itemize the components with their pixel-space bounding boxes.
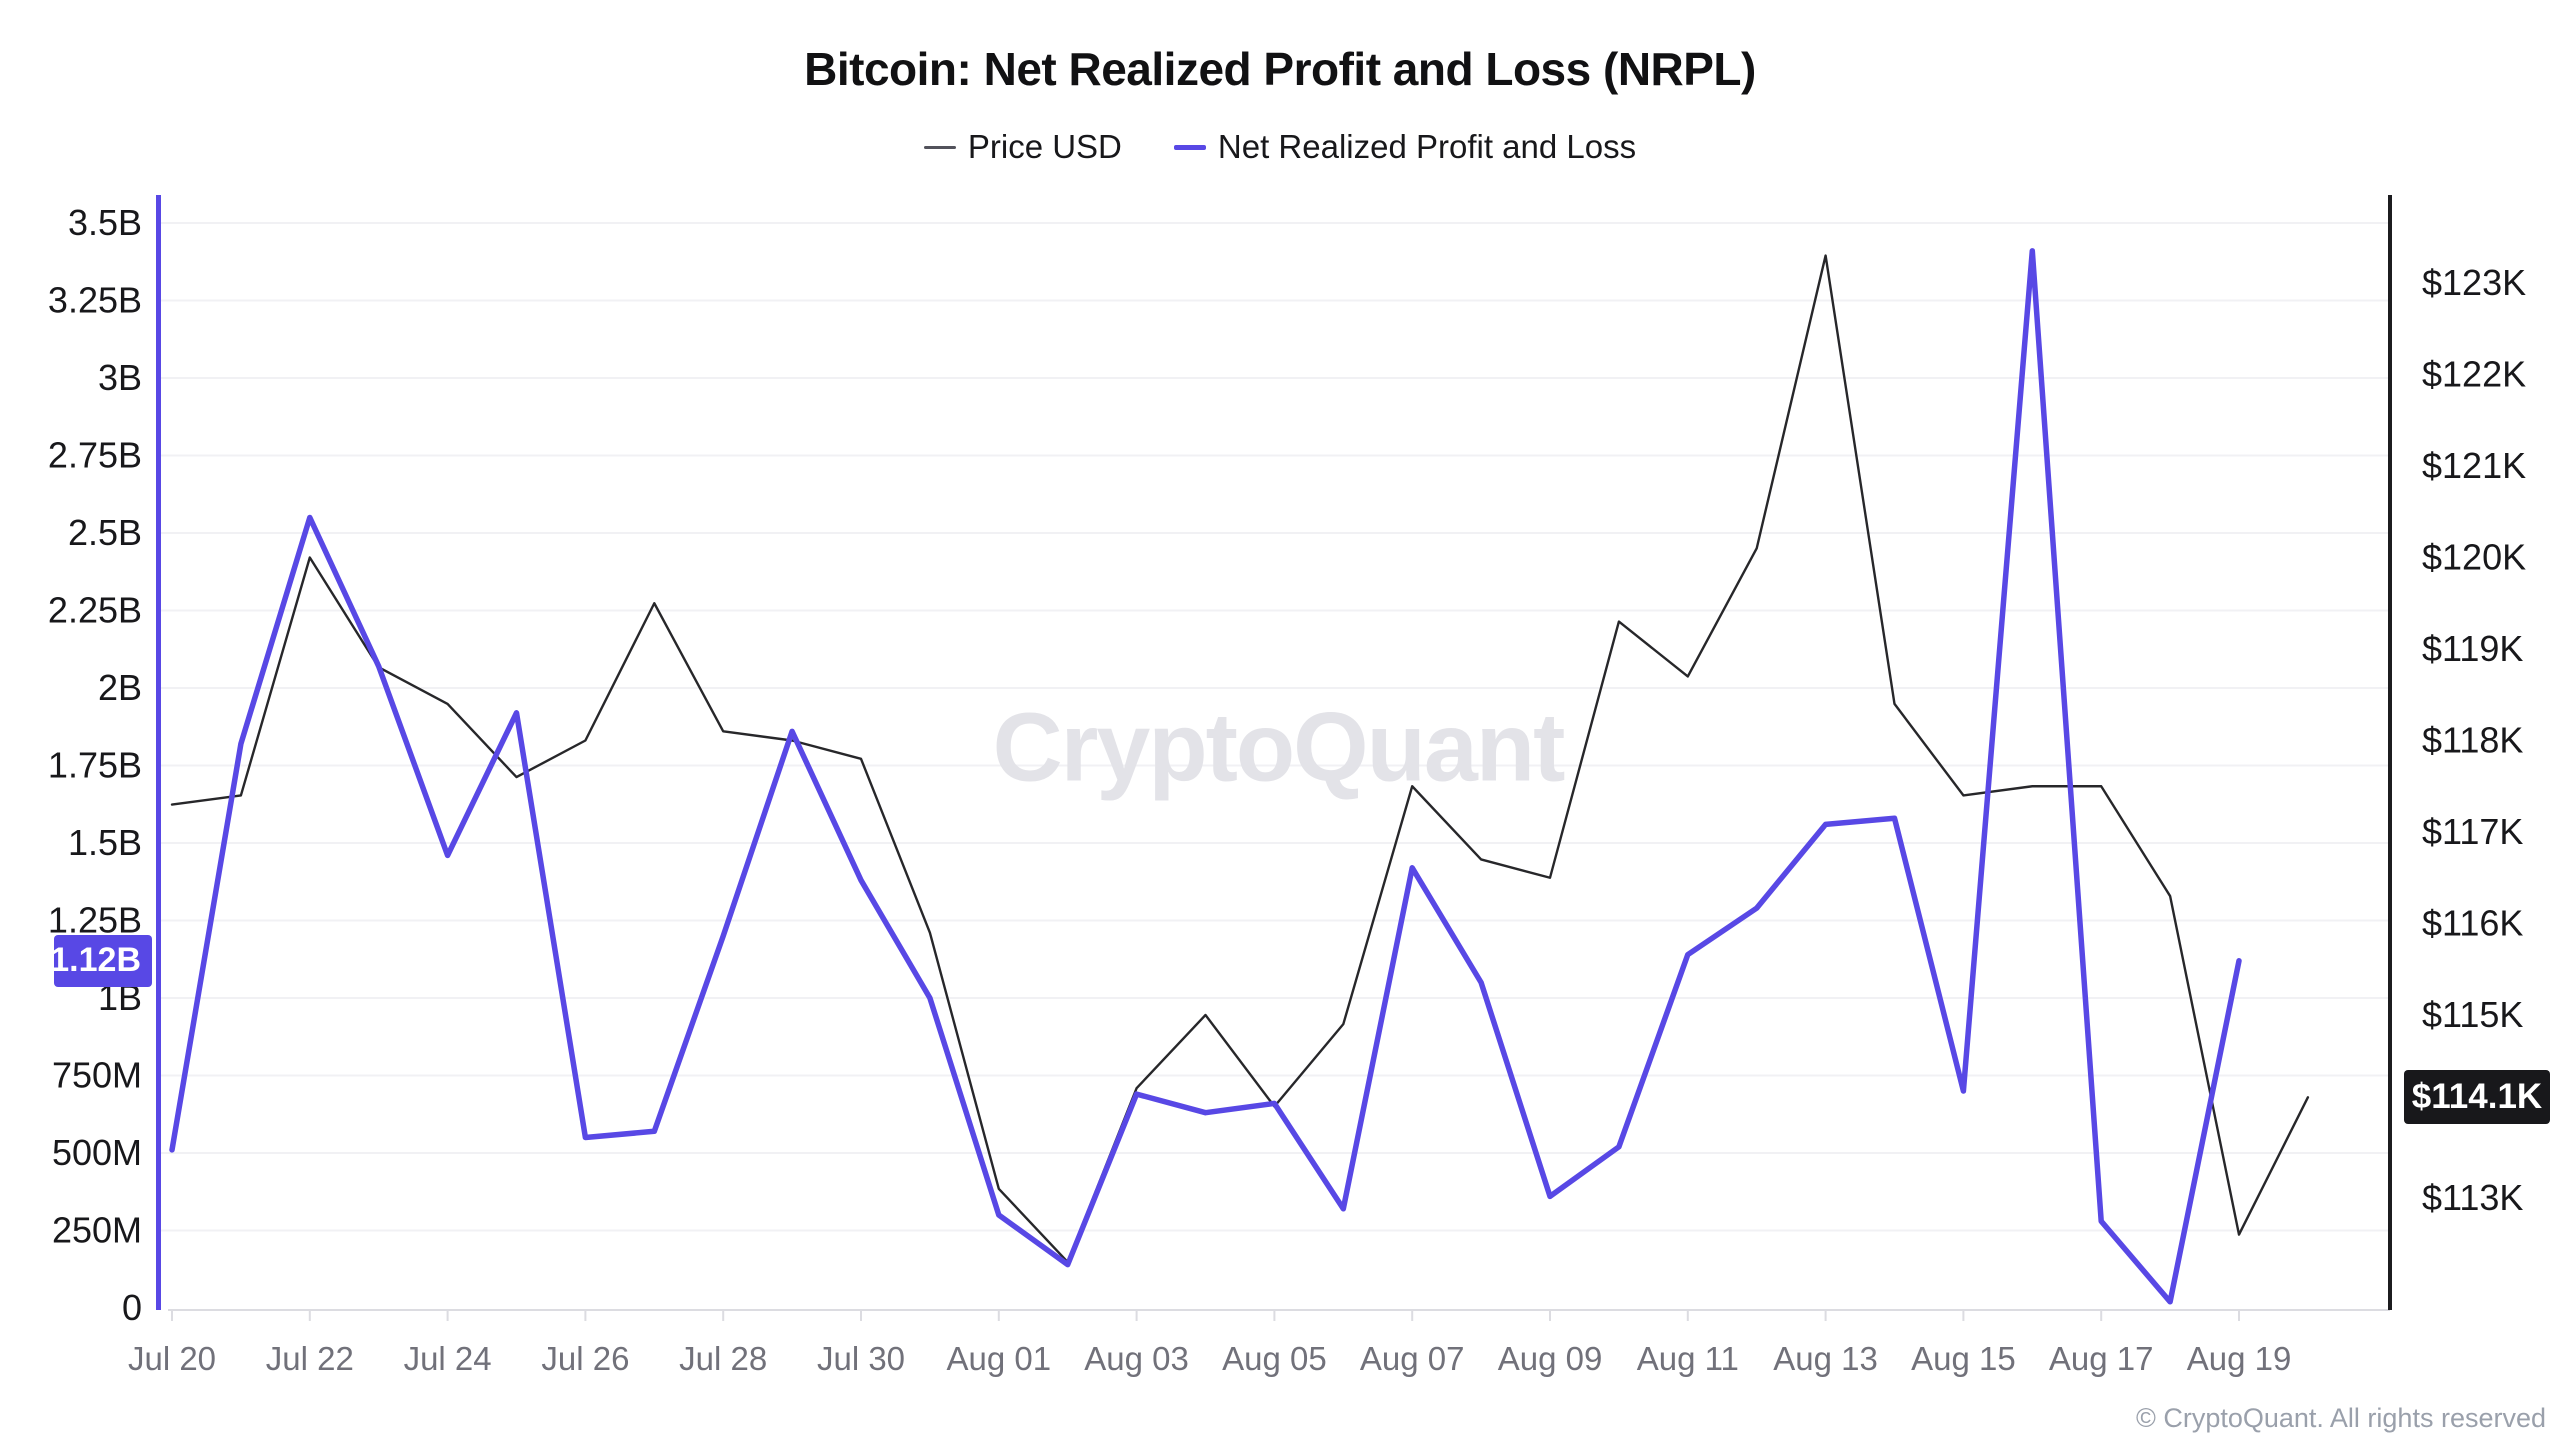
axis-tick-label: 2.5B [68,512,142,553]
axis-tick-label: Aug 09 [1498,1340,1603,1377]
axis-tick-label: 1.5B [68,822,142,863]
axis-tick-label: Jul 22 [266,1340,354,1377]
axis-tick-label: 1.75B [48,745,142,786]
axis-tick-label: 1.25B [48,900,142,941]
axis-tick-label: $121K [2422,445,2526,486]
axis-tick-label: 500M [52,1132,142,1173]
axis-tick-label: Aug 07 [1360,1340,1465,1377]
axis-tick-label: $118K [2422,720,2523,761]
axis-tick-label: $119K [2422,628,2523,669]
legend-item-nrpl[interactable]: Net Realized Profit and Loss [1173,128,1637,166]
axis-tick-label: Jul 26 [541,1340,629,1377]
axis-tick-label: 3.25B [48,280,142,321]
price-line-swatch-icon [923,145,956,149]
left-axis-latest-badge: 1.12B [50,934,152,987]
nrpl-line-swatch-icon [1173,144,1206,150]
axis-tick-label: Aug 03 [1084,1340,1189,1377]
axis-tick-label: $120K [2422,537,2526,578]
right-axis-line [2388,195,2392,1310]
axis-tick-label: Jul 30 [817,1340,905,1377]
axis-tick-label: $113K [2422,1177,2523,1218]
axis-tick-label: Aug 01 [947,1340,1052,1377]
axis-tick-label: $116K [2422,903,2523,944]
axis-tick-label: 2B [98,667,142,708]
axis-tick-label: $123K [2422,262,2526,303]
axis-tick-label: Jul 24 [404,1340,492,1377]
axis-tick-label: Aug 11 [1637,1340,1739,1377]
chart-title: Bitcoin: Net Realized Profit and Loss (N… [804,43,1756,95]
axis-tick-label: Jul 20 [128,1340,216,1377]
copyright-notice: © CryptoQuant. All rights reserved [2135,1403,2546,1433]
axis-tick-label: 0 [122,1287,142,1328]
axis-tick-label: Aug 19 [2187,1340,2292,1377]
axis-tick-label: $117K [2422,811,2523,852]
legend-label-price: Price USD [967,128,1122,165]
axis-tick-label: Aug 13 [1773,1340,1878,1377]
axis-tick-label: 750M [52,1055,142,1096]
axis-tick-label: Aug 05 [1222,1340,1327,1377]
axis-tick-label: 250M [52,1210,142,1251]
axis-tick-label: Aug 17 [2049,1340,2154,1377]
axis-tick-label: 3.5B [68,202,142,243]
axis-tick-label: 2.75B [48,435,142,476]
axis-tick-label: Jul 28 [679,1340,767,1377]
left-axis-line [156,195,161,1310]
right-axis-latest-badge: $114.1K [2404,1070,2550,1125]
series-line-nrpl [169,248,2242,1305]
axis-tick-label: $122K [2422,354,2526,395]
legend: Price USD Net Realized Profit and Loss [0,128,2560,166]
legend-item-price[interactable]: Price USD [923,128,1122,166]
axis-tick-label: $115K [2422,994,2523,1035]
axis-tick-label: 2.25B [48,590,142,631]
axis-tick-label: 3B [98,357,142,398]
legend-label-nrpl: Net Realized Profit and Loss [1217,128,1637,165]
axis-tick-label: Aug 15 [1911,1340,2016,1377]
